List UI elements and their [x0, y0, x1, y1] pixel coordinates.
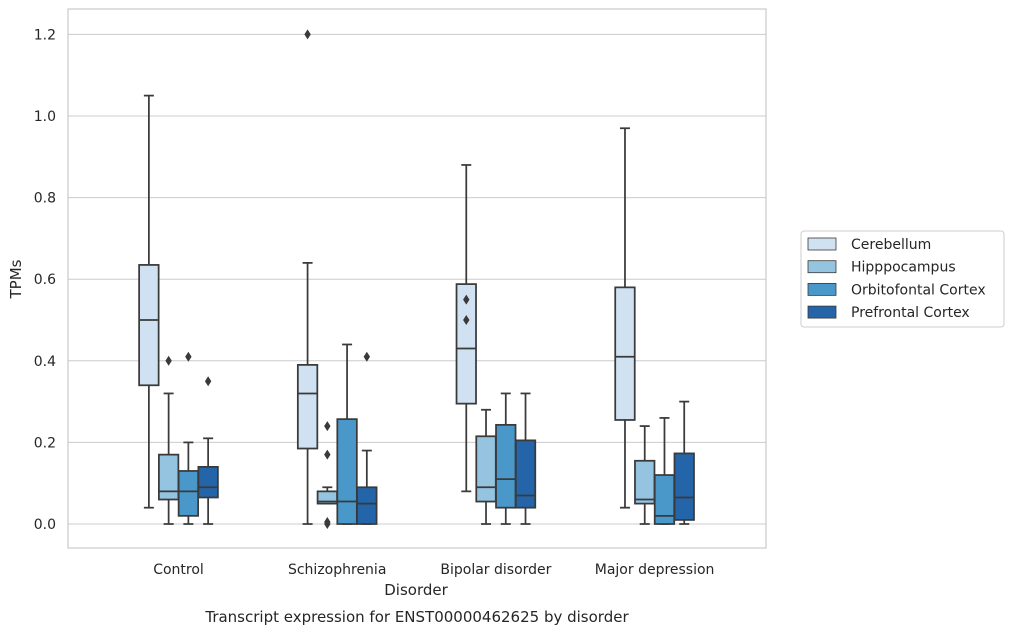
legend-swatch: [807, 305, 837, 319]
y-tick-label: 0.2: [34, 435, 56, 451]
box-4-4: [673, 400, 695, 525]
outlier-point: [185, 351, 192, 362]
y-tick-label: 1.0: [34, 109, 56, 125]
legend-label: Orbitofontal Cortex: [851, 282, 986, 298]
y-tick-label: 0.8: [34, 191, 56, 207]
outlier-point: [165, 355, 172, 366]
x-axis-title: Disorder: [384, 581, 448, 599]
box-4-3: [514, 392, 537, 525]
y-tick-label: 1.2: [34, 27, 56, 43]
y-tick-label: 0.0: [34, 517, 56, 533]
y-tick-label: 0.4: [34, 354, 56, 370]
box-4-1: [197, 376, 219, 525]
box-3-3: [495, 392, 517, 525]
y-axis-ticks: 0.0 0.2 0.4 0.6 0.8 1.0 1.2: [34, 27, 56, 533]
legend-swatch: [807, 237, 837, 251]
box-2-4: [634, 425, 656, 525]
outlier-point: [324, 421, 331, 432]
x-tick-label: Control: [153, 562, 204, 578]
iqr-box: [514, 439, 537, 509]
box-1-1: [138, 94, 160, 509]
iqr-box: [673, 452, 695, 521]
iqr-box: [455, 283, 477, 405]
x-tick-label: Major depression: [595, 562, 715, 578]
box-3-1: [177, 351, 199, 525]
legend-swatch: [807, 260, 837, 274]
iqr-box: [296, 364, 319, 450]
outlier-point: [324, 449, 331, 460]
box-4-2: [356, 351, 378, 525]
iqr-box: [475, 435, 497, 503]
legend-label: Hipppocampus: [851, 260, 956, 276]
iqr-box: [197, 466, 219, 499]
iqr-box: [614, 286, 636, 421]
outlier-point: [204, 376, 212, 387]
box-3-4: [653, 417, 676, 525]
iqr-box: [158, 453, 180, 501]
x-axis-ticks: Control Schizophrenia Bipolar disorder Majo…: [153, 562, 714, 578]
legend: Cerebellum Hipppocampus Orbitofontal Corte…: [800, 230, 1005, 328]
box-2-2: [316, 421, 338, 529]
box-1-3: [455, 164, 477, 493]
iqr-box: [495, 423, 517, 509]
box-3-2: [336, 343, 358, 525]
plot-frame: [67, 8, 767, 549]
legend-frame: [800, 230, 1005, 328]
iqr-box: [138, 264, 160, 387]
outlier-point: [324, 519, 331, 529]
iqr-box: [356, 486, 378, 525]
iqr-box: [336, 418, 358, 525]
box-2-1: [158, 355, 180, 525]
outlier-point: [463, 315, 470, 325]
x-tick-label: Schizophrenia: [288, 562, 386, 578]
iqr-box: [634, 459, 656, 505]
box-2-3: [475, 408, 497, 525]
figure-caption: Transcript expression for ENST0000046262…: [204, 608, 629, 626]
y-axis-title: TPMs: [7, 259, 25, 299]
outlier-point: [304, 29, 311, 40]
iqr-box: [177, 470, 199, 517]
box-1-4: [614, 127, 636, 509]
box-1-2: [296, 29, 319, 525]
legend-label: Prefrontal Cortex: [851, 305, 970, 321]
outlier-point: [363, 351, 371, 362]
outlier-point: [463, 294, 470, 305]
plot-area: [138, 29, 695, 529]
legend-swatch: [807, 282, 837, 296]
x-tick-label: Bipolar disorder: [440, 562, 551, 578]
gridlines: [68, 33, 766, 525]
y-tick-label: 0.6: [34, 272, 56, 288]
legend-label: Cerebellum: [851, 237, 931, 253]
